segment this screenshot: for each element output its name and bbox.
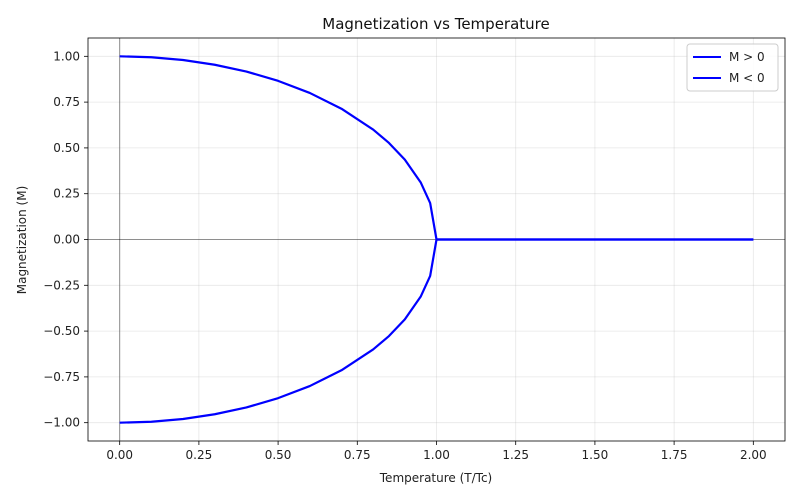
legend-label-m-positive: M > 0 — [729, 50, 765, 64]
legend-box — [686, 43, 779, 92]
y-tick-label-0: 1.00 — [53, 49, 80, 63]
y-tick-label-7: −0.75 — [43, 370, 80, 384]
legend: M > 0 M < 0 — [686, 43, 779, 92]
x-tick-label-0: 0.00 — [106, 448, 133, 462]
x-tick-label-1: 0.25 — [186, 448, 213, 462]
y-tick-label-6: −0.50 — [43, 324, 80, 338]
y-axis-title: Magnetization (M) — [15, 186, 29, 295]
y-tick-label-4: 0.00 — [53, 233, 80, 247]
x-axis-title: Temperature (T/Tc) — [379, 471, 492, 485]
y-tick-label-8: −1.00 — [43, 416, 80, 430]
series-layer — [119, 55, 754, 424]
x-tick-label-5: 1.25 — [502, 448, 529, 462]
x-tick-label-6: 1.50 — [582, 448, 609, 462]
x-tick-label-4: 1.00 — [423, 448, 450, 462]
y-axis-ticks: 1.00 0.75 0.50 0.25 0.00 −0.25 −0.50 −0.75 −1.00 — [43, 49, 88, 430]
x-tick-label-2: 0.50 — [265, 448, 292, 462]
y-tick-label-5: −0.25 — [43, 278, 80, 292]
y-tick-label-3: 0.25 — [53, 187, 80, 201]
y-tick-label-2: 0.50 — [53, 141, 80, 155]
chart-title: Magnetization vs Temperature — [322, 15, 549, 33]
legend-label-m-negative: M < 0 — [729, 71, 765, 85]
series-line-1 — [119, 238, 754, 424]
x-tick-label-3: 0.75 — [344, 448, 371, 462]
y-tick-label-1: 0.75 — [53, 95, 80, 109]
x-tick-label-7: 1.75 — [661, 448, 688, 462]
x-tick-label-8: 2.00 — [740, 448, 767, 462]
x-axis-ticks: 0.00 0.25 0.50 0.75 1.00 1.25 1.50 1.75 2.00 — [106, 441, 767, 462]
